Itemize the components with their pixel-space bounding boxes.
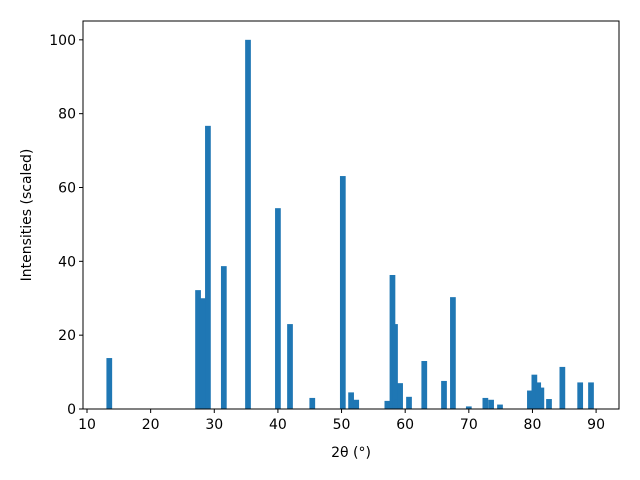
- bar: [339, 176, 346, 409]
- bar: [406, 396, 412, 409]
- x-tick-label: 50: [333, 417, 351, 433]
- bar: [106, 358, 113, 409]
- x-tick-label: 60: [396, 417, 414, 433]
- bar: [441, 380, 447, 409]
- bar: [195, 290, 201, 409]
- bar: [559, 366, 566, 409]
- y-tick-label: 20: [58, 328, 76, 344]
- x-tick-label: 40: [269, 417, 287, 433]
- x-tick-label: 80: [524, 417, 542, 433]
- x-tick-label: 10: [78, 417, 96, 433]
- plot-frame: [82, 20, 620, 410]
- bar: [497, 404, 503, 409]
- bar: [205, 125, 211, 409]
- bar: [245, 39, 251, 409]
- bar: [538, 387, 545, 409]
- bar: [421, 361, 428, 409]
- bar: [531, 374, 538, 409]
- bar: [199, 298, 206, 409]
- bar: [450, 297, 456, 409]
- x-tick-label: 90: [587, 417, 605, 433]
- bar: [220, 266, 227, 409]
- bar: [465, 406, 472, 409]
- bar: [309, 397, 316, 409]
- bar: [275, 208, 281, 409]
- bar: [384, 400, 391, 409]
- bar: [392, 324, 398, 409]
- y-tick-label: 0: [67, 402, 76, 418]
- bar: [535, 382, 542, 409]
- bar: [287, 324, 293, 409]
- bar: [527, 390, 533, 409]
- bar: [546, 399, 552, 409]
- bar: [394, 399, 400, 409]
- x-axis-label: 2θ (°): [331, 445, 371, 461]
- y-tick-label: 60: [58, 180, 76, 196]
- y-tick-label: 40: [58, 254, 76, 270]
- x-tick-label: 30: [205, 417, 223, 433]
- x-tick-label: 70: [460, 417, 478, 433]
- y-tick-label: 100: [49, 33, 76, 49]
- bar: [397, 383, 403, 409]
- bar: [588, 382, 594, 409]
- bar: [488, 399, 494, 409]
- x-tick-label: 20: [142, 417, 160, 433]
- y-tick-label: 80: [58, 107, 76, 123]
- bar: [348, 392, 354, 409]
- bar: [482, 397, 489, 409]
- y-axis-label: Intensities (scaled): [19, 149, 35, 282]
- bar: [353, 399, 360, 409]
- bar: [577, 382, 584, 409]
